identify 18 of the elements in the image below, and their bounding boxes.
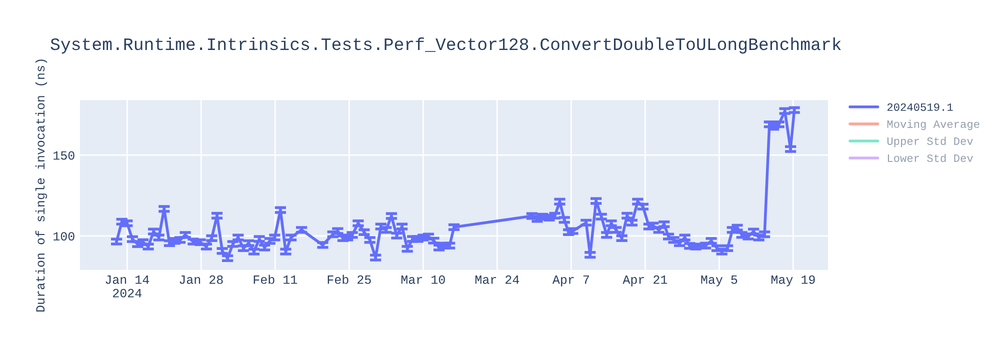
x-tick-label: Apr 21 (622, 275, 668, 286)
legend-label: Moving Average (887, 120, 980, 130)
x-tick-label: Jan 28 (180, 275, 223, 284)
x-tick-label: Feb 11 (254, 274, 298, 284)
legend-label: Lower Std Dev (888, 154, 973, 162)
x-tick-label: May 19 (771, 275, 815, 286)
x-tick-label: May 5 (701, 276, 738, 286)
x-tick-label: Mar 24 (475, 275, 520, 284)
y-tick-label: 150 (54, 151, 74, 160)
legend-label: 20240519.1 (887, 103, 953, 111)
legend-label: Upper Std Dev (887, 136, 973, 148)
y-tick-label: 100 (54, 232, 74, 241)
x-tick-label: Apr 7 (552, 276, 589, 286)
x-tick-label: Jan 14 2024 (106, 276, 150, 298)
y-axis-title: Duration of single invocation (ns) (35, 60, 48, 312)
x-tick-label: Mar 10 (401, 275, 445, 284)
chart-title: System.Runtime.Intrinsics.Tests.Perf_Vector128.ConvertDoubleToULongBenchmark (50, 37, 841, 54)
x-tick-label: Feb 25 (328, 274, 371, 284)
